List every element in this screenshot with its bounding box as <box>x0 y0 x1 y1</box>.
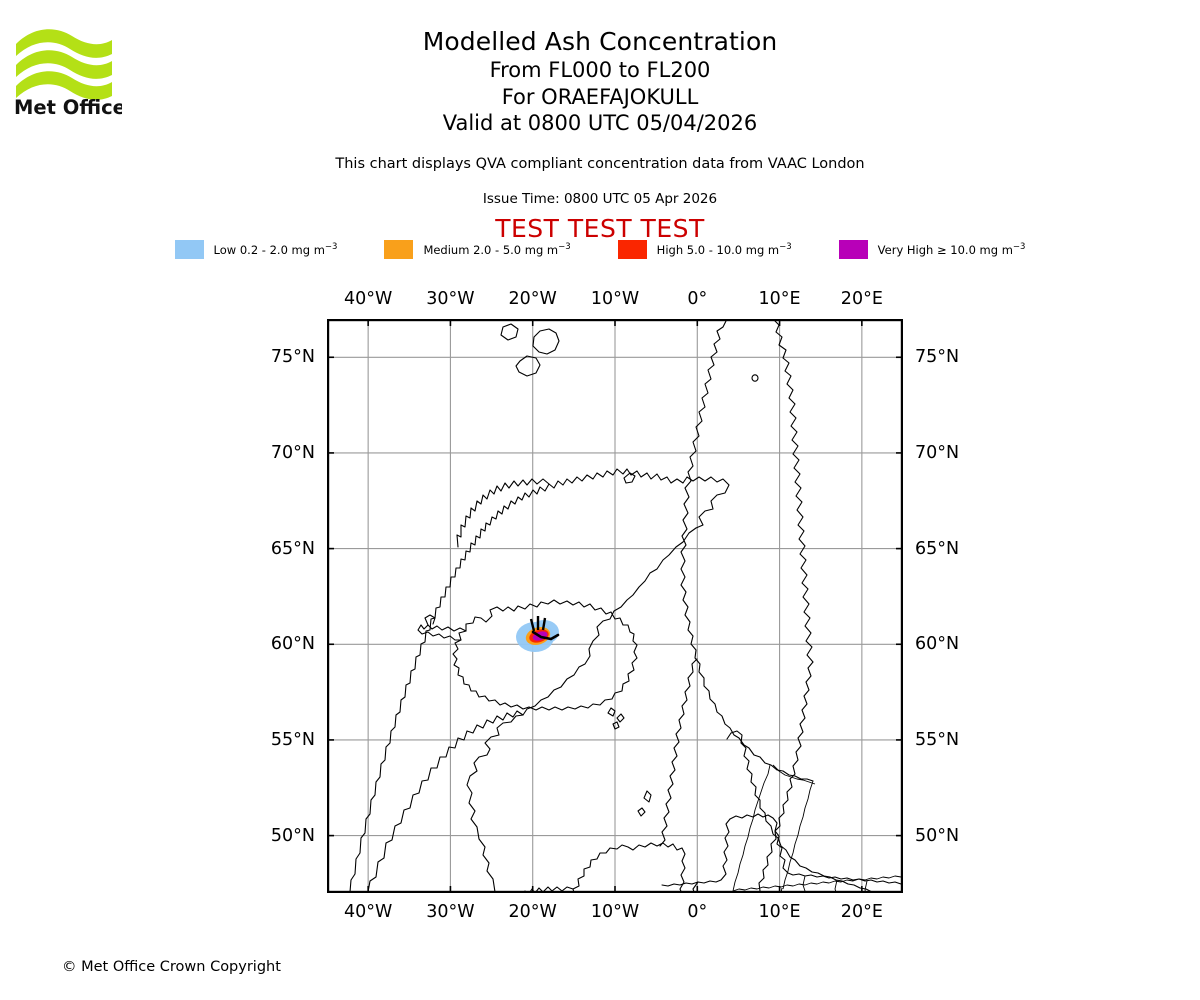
legend-very-high-swatch <box>838 240 868 259</box>
lat-label-right-60°N: 60°N <box>915 634 960 655</box>
concentration-legend: Low 0.2 - 2.0 mg m−3 Medium 2.0 - 5.0 mg … <box>0 240 1200 259</box>
plume-trace <box>531 630 560 641</box>
lat-label-left-55°N: 55°N <box>270 729 315 750</box>
lon-label-bottom-20°W: 20°W <box>508 902 557 922</box>
lat-label-right-65°N: 65°N <box>915 538 960 559</box>
issue-time: Issue Time: 0800 UTC 05 Apr 2026 <box>482 191 718 207</box>
lat-label-left-60°N: 60°N <box>270 634 315 655</box>
lon-label-top-20°W: 20°W <box>508 289 557 309</box>
lon-label-top-30°W: 30°W <box>426 289 475 309</box>
logo-wave-stripe <box>16 29 112 58</box>
ash-plume <box>516 616 560 652</box>
lat-label-right-55°N: 55°N <box>915 729 960 750</box>
coastline-shetland <box>637 790 652 817</box>
chart-header: Modelled Ash Concentration From FL000 to… <box>0 26 1200 137</box>
coastline-continental-europe <box>661 813 902 892</box>
lon-label-top-10°W: 10°W <box>590 289 640 309</box>
coastline-greenland <box>349 468 730 892</box>
legend-medium-swatch <box>384 240 414 259</box>
lon-label-bottom-10°E: 10°E <box>758 902 801 922</box>
test-banner: TEST TEST TEST <box>495 214 705 243</box>
country-borders <box>730 764 902 892</box>
coastline-scandinavia <box>659 320 873 892</box>
legend-low-label: Low 0.2 - 2.0 mg m−3 <box>213 242 338 257</box>
axis-ticks <box>327 319 903 893</box>
volcano-name: For ORAEFAJOKULL <box>501 84 699 109</box>
legend-high-label: High 5.0 - 10.0 mg m−3 <box>656 242 792 257</box>
coastline-great-britain <box>523 842 686 892</box>
coastline-faroes <box>607 707 625 730</box>
lon-label-bottom-30°W: 30°W <box>426 902 475 922</box>
met-office-logo-text: Met Office <box>14 96 122 116</box>
legend-low-units-exponent: −3 <box>324 242 338 253</box>
valid-time: Valid at 0800 UTC 05/04/2026 <box>442 111 758 135</box>
coastline-bear-island <box>751 374 759 382</box>
legend-medium-label: Medium 2.0 - 5.0 mg m−3 <box>423 242 571 257</box>
map-plot-area <box>327 319 903 893</box>
legend-very-high-units-exponent: −3 <box>1012 242 1026 253</box>
lat-label-right-70°N: 70°N <box>915 442 960 463</box>
lon-label-bottom-0°: 0° <box>687 902 708 922</box>
legend-very-high: Very High ≥ 10.0 mg m−3 <box>838 240 1026 259</box>
lon-label-bottom-40°W: 40°W <box>343 902 393 922</box>
graticule <box>327 319 903 893</box>
lon-label-top-10°E: 10°E <box>758 289 801 309</box>
lon-label-top-20°E: 20°E <box>840 289 883 309</box>
logo-wave-stripe <box>16 50 112 79</box>
lon-label-bottom-20°E: 20°E <box>840 902 883 922</box>
coastline-iceland <box>417 599 638 711</box>
legend-high-swatch <box>617 240 647 259</box>
lon-label-bottom-10°W: 10°W <box>590 902 640 922</box>
lat-label-left-70°N: 70°N <box>270 442 315 463</box>
met-office-wave-mark <box>16 29 112 100</box>
qva-notice: This chart displays QVA compliant concen… <box>335 156 865 172</box>
coastline-jan-mayen <box>623 472 636 484</box>
legend-low: Low 0.2 - 2.0 mg m−3 <box>174 240 338 259</box>
lat-label-left-75°N: 75°N <box>270 347 315 368</box>
met-office-logo: Met Office <box>12 18 122 116</box>
lon-label-top-40°W: 40°W <box>343 289 393 309</box>
lat-label-left-50°N: 50°N <box>270 825 315 846</box>
coastline-northern-islands <box>500 323 560 377</box>
logo-wave-stripe <box>16 71 112 100</box>
legend-medium: Medium 2.0 - 5.0 mg m−3 <box>384 240 571 259</box>
flight-level-range: From FL000 to FL200 <box>489 58 711 82</box>
lat-label-right-50°N: 50°N <box>915 825 960 846</box>
lat-label-left-65°N: 65°N <box>270 538 315 559</box>
lon-label-top-0°: 0° <box>687 289 708 309</box>
legend-high-units-exponent: −3 <box>779 242 792 253</box>
lat-label-right-75°N: 75°N <box>915 347 960 368</box>
volcano-marker <box>529 616 547 632</box>
copyright-notice: © Met Office Crown Copyright <box>62 959 281 975</box>
legend-high: High 5.0 - 10.0 mg m−3 <box>617 240 792 259</box>
legend-low-swatch <box>174 240 204 259</box>
page-title: Modelled Ash Concentration <box>422 27 778 56</box>
legend-very-high-label: Very High ≥ 10.0 mg m−3 <box>877 242 1026 257</box>
legend-medium-units-exponent: −3 <box>558 242 571 253</box>
